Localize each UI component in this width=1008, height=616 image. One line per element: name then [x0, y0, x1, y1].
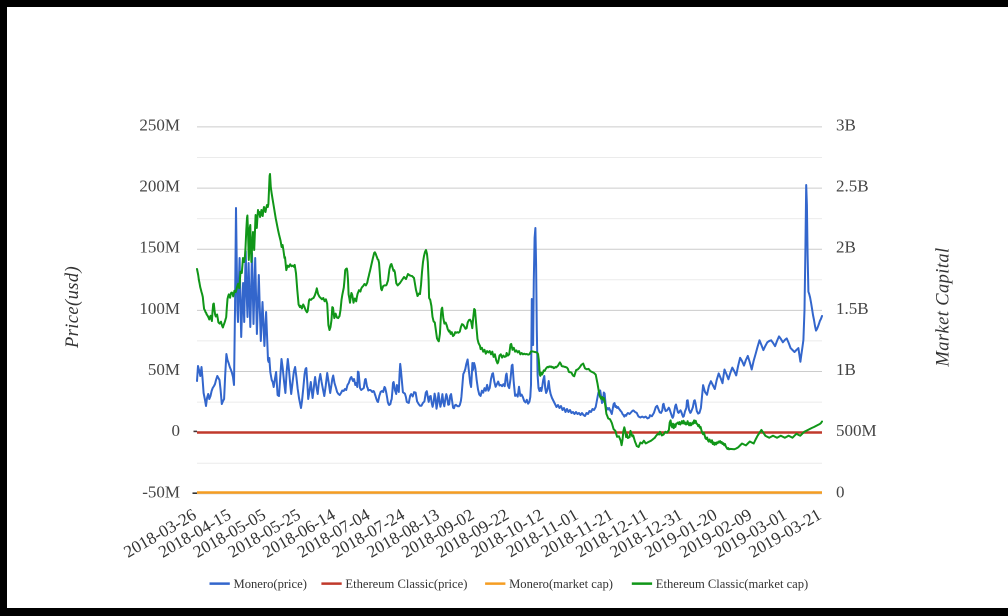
- svg-text:Monero(price): Monero(price): [234, 577, 307, 591]
- svg-text:0: 0: [836, 482, 845, 501]
- svg-text:200M: 200M: [139, 177, 180, 196]
- svg-text:250M: 250M: [139, 115, 180, 134]
- svg-text:1B: 1B: [836, 360, 856, 379]
- svg-text:Market Capital: Market Capital: [934, 247, 954, 367]
- svg-text:2B: 2B: [836, 238, 856, 257]
- svg-text:150M: 150M: [139, 238, 180, 257]
- svg-text:2.5B: 2.5B: [836, 177, 869, 196]
- svg-text:0: 0: [172, 421, 181, 440]
- svg-text:Ethereum Classic(market cap): Ethereum Classic(market cap): [656, 577, 808, 591]
- svg-text:50M: 50M: [148, 360, 180, 379]
- svg-text:1.5B: 1.5B: [836, 299, 869, 318]
- svg-text:100M: 100M: [139, 299, 180, 318]
- svg-text:Ethereum Classic(price): Ethereum Classic(price): [345, 577, 467, 591]
- svg-text:-50M: -50M: [142, 482, 180, 501]
- svg-text:Monero(market cap): Monero(market cap): [509, 577, 613, 591]
- svg-text:500M: 500M: [836, 421, 877, 440]
- svg-text:Price(usd): Price(usd): [63, 266, 83, 349]
- svg-text:3B: 3B: [836, 115, 856, 134]
